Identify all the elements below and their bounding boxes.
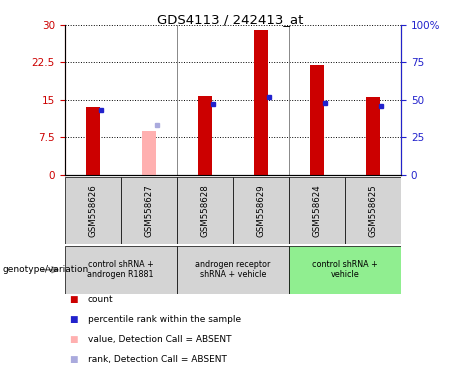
Text: ■: ■	[69, 315, 77, 324]
Text: count: count	[88, 295, 113, 304]
Text: ■: ■	[69, 355, 77, 364]
Text: value, Detection Call = ABSENT: value, Detection Call = ABSENT	[88, 335, 231, 344]
Text: rank, Detection Call = ABSENT: rank, Detection Call = ABSENT	[88, 355, 226, 364]
Text: GSM558628: GSM558628	[200, 184, 209, 237]
Bar	[366, 97, 380, 175]
Bar	[289, 246, 401, 294]
Text: percentile rank within the sample: percentile rank within the sample	[88, 315, 241, 324]
Text: control shRNA +
androgen R1881: control shRNA + androgen R1881	[88, 260, 154, 280]
Bar	[142, 131, 156, 175]
Text: GSM558626: GSM558626	[88, 184, 97, 237]
Text: androgen receptor
shRNA + vehicle: androgen receptor shRNA + vehicle	[195, 260, 271, 280]
Bar	[198, 96, 212, 175]
Text: GDS4113 / 242413_at: GDS4113 / 242413_at	[157, 13, 304, 26]
Bar	[345, 177, 401, 244]
Bar	[310, 65, 324, 175]
Bar	[65, 177, 121, 244]
Text: GSM558629: GSM558629	[256, 184, 266, 237]
Text: ■: ■	[69, 295, 77, 304]
Bar	[177, 177, 233, 244]
Text: genotype/variation: genotype/variation	[2, 265, 89, 274]
Bar	[289, 177, 345, 244]
Bar	[86, 107, 100, 175]
Text: GSM558625: GSM558625	[368, 184, 378, 237]
Bar	[177, 246, 289, 294]
Text: ■: ■	[69, 335, 77, 344]
Text: control shRNA +
vehicle: control shRNA + vehicle	[312, 260, 378, 280]
Text: GSM558627: GSM558627	[144, 184, 153, 237]
Bar	[121, 177, 177, 244]
Text: GSM558624: GSM558624	[313, 184, 321, 237]
Bar	[65, 246, 177, 294]
Bar	[233, 177, 289, 244]
Bar	[254, 30, 268, 175]
